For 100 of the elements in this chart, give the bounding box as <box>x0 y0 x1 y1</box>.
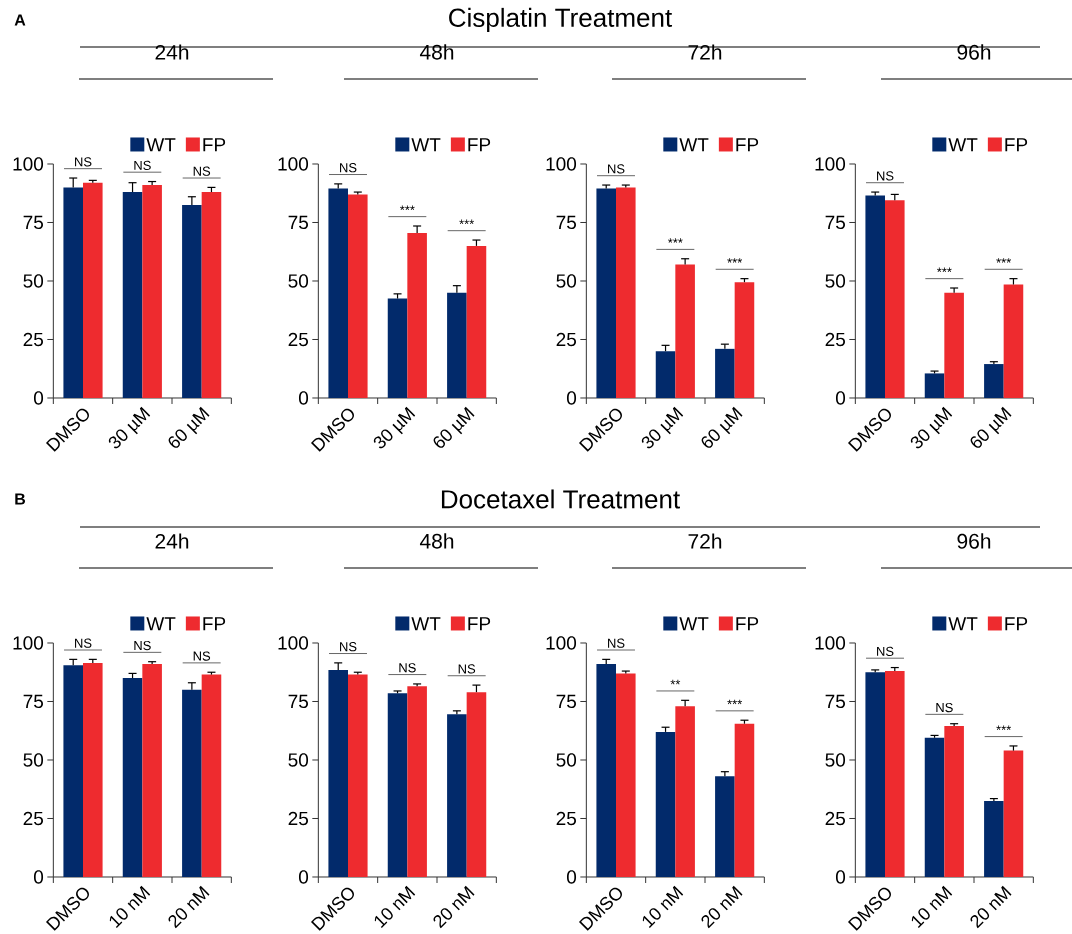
bar <box>447 292 467 398</box>
y-tick-label: 75 <box>288 694 309 709</box>
annotation: *** <box>667 238 683 243</box>
bar <box>348 674 368 877</box>
x-tick-label: 60 µM <box>970 406 1012 448</box>
y-tick-label: 0 <box>33 391 44 405</box>
chart-title: 72h <box>688 44 722 60</box>
bar <box>675 264 695 398</box>
annotation: *** <box>459 219 475 225</box>
bar <box>734 723 755 877</box>
bar <box>655 731 676 877</box>
bar <box>715 776 735 877</box>
y-tick-label: 50 <box>288 753 309 767</box>
y-tick-label: 25 <box>288 811 309 826</box>
annotation: NS <box>340 642 357 652</box>
annotation: NS <box>193 166 211 176</box>
bar <box>201 192 222 398</box>
bar <box>63 187 84 398</box>
annotation: NS <box>134 160 151 170</box>
bar <box>1003 284 1024 398</box>
x-tick-label: 20 nM <box>433 885 475 929</box>
bar <box>734 282 755 398</box>
legend-label: FP <box>736 617 759 631</box>
bar <box>984 800 1004 877</box>
annotation: NS <box>608 638 625 648</box>
annotation: NS <box>75 157 92 167</box>
y-tick-label: 25 <box>556 811 577 826</box>
annotation: *** <box>399 205 415 211</box>
y-tick-label: 25 <box>825 332 845 347</box>
bar <box>885 200 905 398</box>
legend-label: FP <box>203 617 226 631</box>
annotation: *** <box>996 725 1012 731</box>
annotation: ** <box>670 679 681 685</box>
legend-label: FP <box>1005 138 1028 152</box>
y-tick-label: 0 <box>835 870 846 884</box>
legend-label: WT <box>679 138 709 152</box>
y-tick-label: 100 <box>815 636 846 650</box>
legend-label: WT <box>411 617 441 631</box>
bar <box>655 351 676 398</box>
bar <box>63 665 84 877</box>
x-tick-label: 10 nM <box>642 885 684 928</box>
bar <box>984 364 1004 398</box>
bar <box>865 195 885 398</box>
y-tick-label: 50 <box>23 753 44 767</box>
annotation: NS <box>936 702 953 713</box>
y-tick-label: 50 <box>288 274 309 288</box>
bar <box>616 673 636 877</box>
x-tick-label: 60 µM <box>168 406 210 448</box>
legend-label: FP <box>1005 617 1028 631</box>
y-tick-label: 0 <box>566 391 577 405</box>
x-tick-label: 30 µM <box>910 406 953 449</box>
y-tick-label: 25 <box>556 332 577 347</box>
bar <box>348 194 368 398</box>
bar <box>407 686 427 877</box>
legend-label: WT <box>146 617 176 631</box>
text: Docetaxel Treatment <box>441 489 680 509</box>
bar <box>675 706 695 877</box>
x-tick-label: 20 nM <box>168 885 210 929</box>
annotation: *** <box>996 258 1012 263</box>
y-tick-label: 75 <box>23 694 44 709</box>
y-tick-label: 75 <box>23 215 44 230</box>
bar <box>142 185 162 398</box>
annotation: *** <box>727 699 743 705</box>
bar <box>328 669 348 877</box>
y-tick-label: 75 <box>825 694 845 709</box>
bar <box>182 689 202 877</box>
bar <box>201 674 222 877</box>
annotation: NS <box>399 663 416 673</box>
bar <box>1003 750 1024 877</box>
bar <box>387 298 408 398</box>
legend-label: WT <box>679 617 709 631</box>
chart-title: 24h <box>155 44 189 60</box>
legend-label: FP <box>736 138 759 152</box>
bar <box>122 678 143 877</box>
bar <box>865 672 885 877</box>
x-tick-label: 10 nM <box>374 885 416 928</box>
bar <box>142 664 162 877</box>
x-tick-label: 10 nM <box>109 885 151 928</box>
y-tick-label: 50 <box>556 274 577 288</box>
legend-label: WT <box>948 138 978 152</box>
y-tick-label: 100 <box>13 157 44 171</box>
y-tick-label: 100 <box>13 636 44 650</box>
y-tick-label: 75 <box>825 215 845 230</box>
bar <box>122 192 143 398</box>
annotation: *** <box>936 267 952 273</box>
legend-label: FP <box>203 138 226 152</box>
y-tick-label: 0 <box>298 870 309 884</box>
bar <box>924 373 945 398</box>
bar <box>944 292 964 398</box>
legend-label: FP <box>468 617 491 631</box>
bar <box>616 187 636 398</box>
bar <box>596 664 616 877</box>
chart-title: 48h <box>419 533 454 549</box>
y-tick-label: 100 <box>546 636 577 650</box>
x-tick-label: 30 µM <box>373 406 416 449</box>
y-tick-label: 25 <box>23 332 44 347</box>
bar <box>596 188 616 398</box>
legend-label: WT <box>948 617 978 631</box>
bar <box>447 714 467 877</box>
y-tick-label: 100 <box>546 157 577 171</box>
